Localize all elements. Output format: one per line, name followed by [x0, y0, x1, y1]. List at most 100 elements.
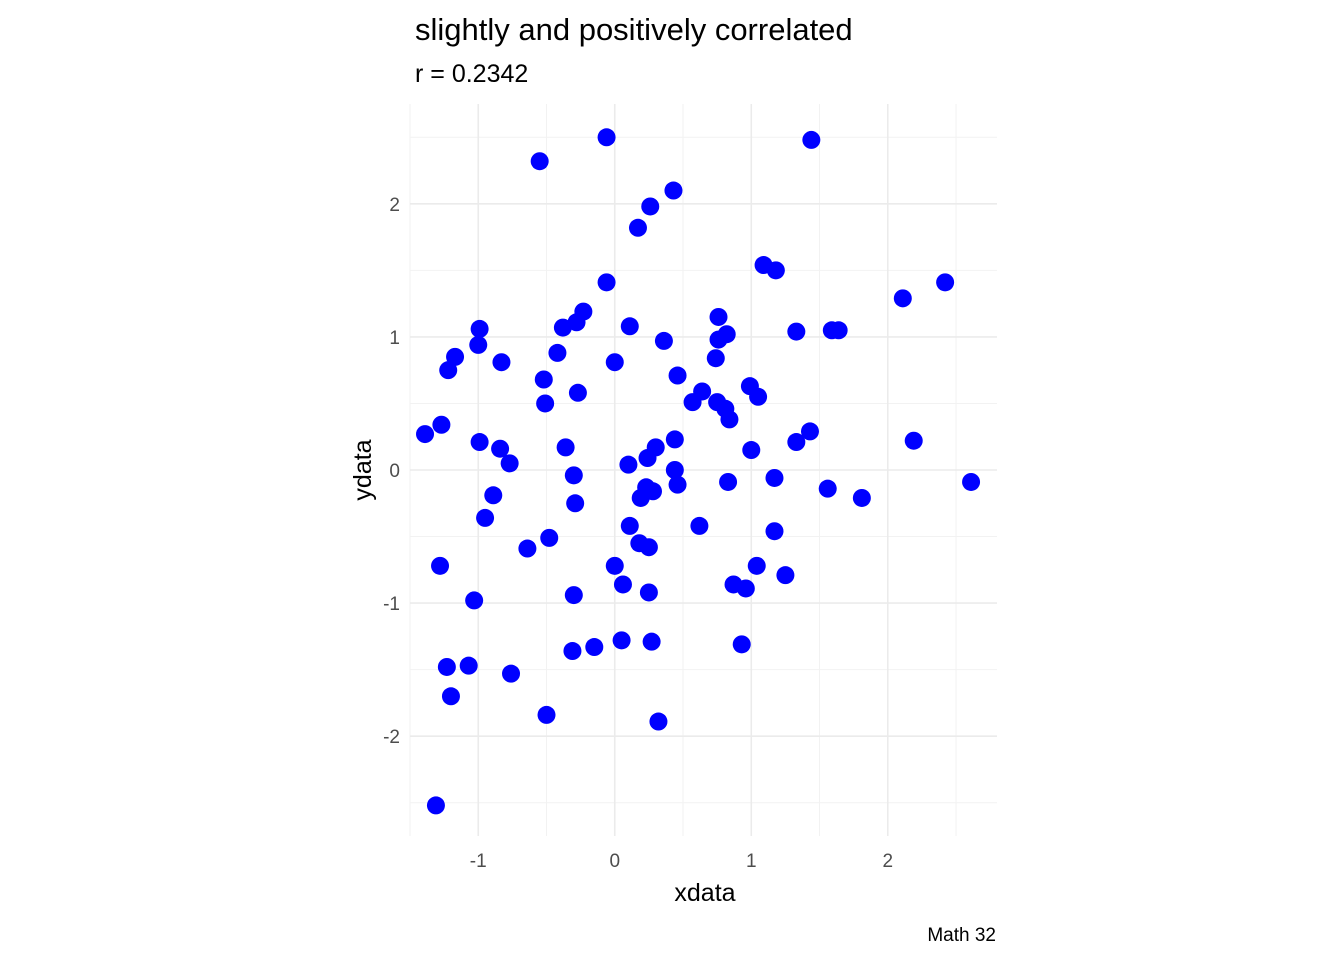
data-point-16: [470, 319, 489, 338]
data-point-95: [537, 705, 556, 724]
data-point-49: [556, 438, 575, 457]
data-point-70: [690, 516, 709, 535]
y-tick-label: 2: [389, 195, 400, 216]
data-point-29: [439, 361, 458, 380]
data-point-14: [620, 317, 639, 336]
data-point-78: [431, 556, 450, 575]
data-point-25: [446, 347, 465, 366]
data-point-46: [470, 433, 489, 452]
data-point-9: [936, 273, 955, 292]
data-point-3: [664, 181, 683, 200]
data-point-47: [787, 433, 806, 452]
data-point-36: [683, 393, 702, 412]
data-point-65: [631, 488, 650, 507]
data-point-54: [500, 454, 519, 473]
data-point-52: [638, 449, 657, 468]
data-point-1: [597, 128, 616, 147]
data-point-72: [540, 528, 559, 547]
x-tick-label: 0: [609, 851, 620, 872]
x-axis-title: xdata: [674, 879, 735, 907]
data-point-79: [776, 566, 795, 585]
data-point-76: [605, 556, 624, 575]
data-point-10: [893, 289, 912, 308]
major-gridlines: [410, 104, 997, 836]
data-point-85: [465, 591, 484, 610]
data-point-67: [566, 494, 585, 513]
data-point-60: [668, 475, 687, 494]
y-tick-label: -2: [383, 727, 400, 748]
data-point-7: [766, 261, 785, 280]
chart-subtitle: r = 0.2342: [415, 60, 529, 88]
data-point-13: [553, 318, 572, 337]
data-point-66: [852, 488, 871, 507]
data-point-87: [642, 632, 661, 651]
data-point-53: [619, 455, 638, 474]
data-point-57: [765, 468, 784, 487]
data-point-15: [709, 307, 728, 326]
x-tick-labels: -1 0 1 2: [470, 851, 893, 872]
data-point-91: [437, 657, 456, 676]
data-point-2: [802, 130, 821, 149]
y-tick-label: 1: [389, 328, 400, 349]
chart-caption: Math 32: [927, 925, 996, 946]
data-point-19: [829, 321, 848, 340]
data-point-22: [469, 335, 488, 354]
data-point-12: [567, 313, 586, 332]
data-point-86: [612, 631, 631, 650]
data-point-92: [459, 656, 478, 675]
data-point-41: [432, 415, 451, 434]
data-point-28: [706, 349, 725, 368]
data-point-35: [749, 387, 768, 406]
data-point-96: [649, 712, 668, 731]
data-point-71: [765, 522, 784, 541]
data-point-55: [665, 461, 684, 479]
data-point-50: [491, 439, 510, 458]
data-point-80: [613, 575, 632, 594]
data-point-59: [719, 472, 738, 491]
data-point-38: [536, 394, 555, 413]
data-point-89: [732, 635, 751, 654]
data-point-4: [641, 197, 660, 216]
y-tick-labels: -2 -1 0 1 2: [383, 195, 400, 748]
x-tick-label: -1: [470, 851, 487, 872]
data-point-97: [426, 796, 445, 815]
data-point-31: [534, 370, 553, 389]
data-point-82: [736, 579, 755, 598]
data-point-74: [639, 538, 658, 557]
data-point-26: [605, 353, 624, 372]
data-point-51: [742, 441, 761, 460]
data-point-88: [585, 638, 604, 657]
data-point-23: [654, 331, 673, 350]
data-point-44: [665, 430, 684, 449]
data-point-75: [518, 539, 537, 558]
data-point-45: [904, 431, 923, 450]
data-point-64: [484, 486, 503, 505]
data-point-94: [441, 687, 460, 706]
data-point-42: [800, 422, 819, 441]
data-point-24: [548, 343, 567, 362]
data-point-58: [962, 472, 981, 491]
data-point-34: [568, 383, 587, 402]
data-point-0: [530, 152, 549, 171]
y-tick-label: 0: [389, 461, 400, 482]
data-point-69: [620, 516, 639, 535]
data-point-21: [709, 330, 728, 349]
x-tick-label: 2: [883, 851, 894, 872]
data-points: [416, 128, 981, 815]
data-point-5: [628, 218, 647, 237]
y-tick-label: -1: [383, 594, 400, 615]
data-point-17: [787, 322, 806, 341]
chart-title: slightly and positively correlated: [415, 12, 853, 47]
data-point-40: [720, 410, 739, 429]
data-point-62: [818, 479, 837, 498]
data-point-90: [563, 642, 582, 661]
data-point-84: [564, 586, 583, 605]
data-point-30: [668, 366, 687, 385]
data-point-93: [502, 664, 521, 683]
data-point-43: [416, 425, 435, 444]
data-point-56: [564, 466, 583, 485]
data-point-77: [747, 556, 766, 575]
data-point-8: [597, 273, 616, 292]
data-point-27: [492, 353, 511, 372]
